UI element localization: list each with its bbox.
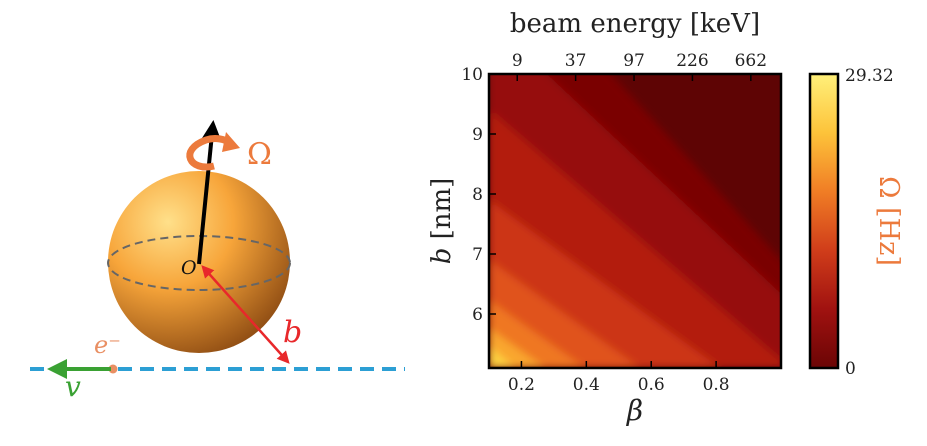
- top-ticks: 9 37 97 226 662: [512, 51, 767, 81]
- colorbar-gradient: [808, 72, 840, 370]
- y-tick-label: 9: [472, 125, 483, 145]
- colorbar: 29.32 0 Ω [Hz]: [808, 66, 904, 379]
- omega-label: Ω: [247, 137, 272, 172]
- electron-dot: [108, 364, 118, 374]
- impact-parameter-arrow: [201, 265, 290, 364]
- x-tick-label: 0.8: [703, 375, 730, 395]
- impact-parameter-label: b: [283, 315, 302, 350]
- colorbar-label: Ω [Hz]: [873, 176, 904, 266]
- equator-ellipse: [107, 235, 291, 291]
- top-tick-label: 37: [565, 51, 587, 71]
- x-ticks: 0.2 0.4 0.6 0.8: [508, 361, 730, 395]
- x-tick-label: 0.6: [638, 375, 665, 395]
- velocity-label: v: [65, 370, 81, 403]
- electron-label: e⁻: [94, 331, 121, 359]
- top-tick-label: 97: [623, 51, 645, 71]
- x-tick-label: 0.4: [573, 375, 600, 395]
- x-axis-label: β: [626, 394, 643, 427]
- top-tick-label: 662: [735, 51, 767, 71]
- origin-label: O: [181, 257, 197, 279]
- top-axis-title: beam energy [keV]: [510, 9, 760, 39]
- plot-frame: [487, 72, 783, 370]
- y-tick-label: 7: [472, 245, 483, 265]
- heatmap-chart: beam energy [keV] 0.2 0.4 0.6 0.8 6 7 8 9 10 9 3…: [427, 9, 904, 427]
- y-tick-label: 6: [472, 305, 483, 325]
- y-ticks: 6 7 8 9 10: [461, 65, 496, 325]
- x-tick-label: 0.2: [508, 375, 535, 395]
- heatmap-field: [489, 74, 781, 368]
- omega-rotation-arrow: [186, 132, 240, 171]
- top-tick-label: 9: [512, 51, 523, 71]
- colorbar-max-label: 29.32: [845, 66, 894, 86]
- colorbar-min-label: 0: [845, 359, 856, 379]
- top-tick-label: 226: [676, 51, 708, 71]
- y-axis-label: b [nm]: [427, 178, 457, 265]
- y-tick-label: 10: [461, 65, 483, 85]
- rotation-axis-arrow: [197, 120, 222, 265]
- sphere-diagram: Ω O b e⁻ v: [30, 120, 405, 403]
- y-tick-label: 8: [472, 185, 483, 205]
